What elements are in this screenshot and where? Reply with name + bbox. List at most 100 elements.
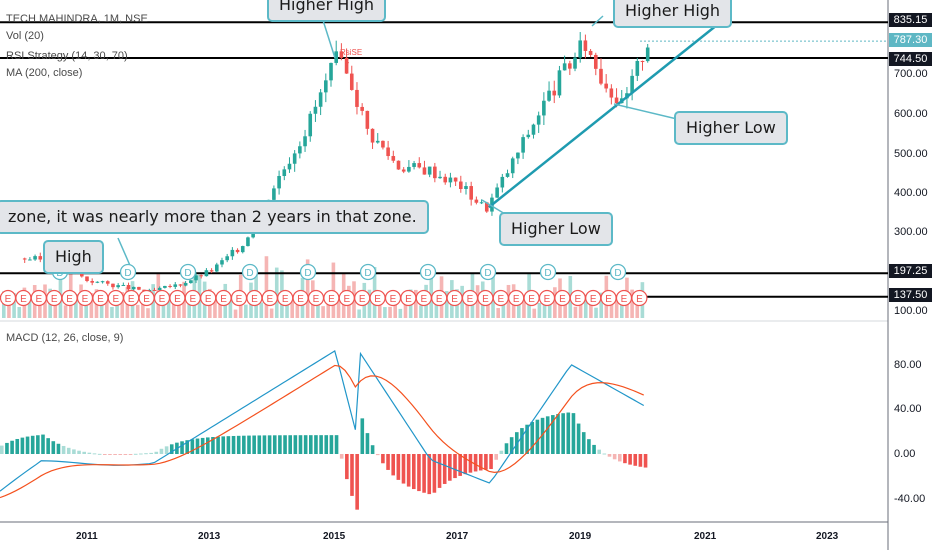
macd-histogram-bar [61,445,66,454]
macd-histogram-bar [247,435,251,454]
volume-bar [274,267,279,318]
macd-histogram-bar [169,444,174,454]
candle-body [235,249,240,253]
candle-body [209,270,214,272]
volume-bar [383,307,387,318]
macd-histogram-bar [432,454,437,493]
price-tag-744: 744.50 [889,52,932,66]
macd-histogram-bar [370,445,375,454]
macd-histogram-bar [195,438,200,454]
macd-histogram-bar [82,451,86,454]
macd-histogram-bar [350,454,354,496]
candle-body [194,275,198,281]
volume-bar [326,296,331,318]
callout-higher-high-right: Higher High [613,0,733,28]
macd-histogram-bar [0,445,4,454]
earnings-marker-label: E [66,294,73,305]
dividend-marker [119,263,137,281]
candle-body [443,176,448,183]
volume-bar [393,302,397,318]
macd-histogram-bar [484,454,488,470]
macd-histogram-bar [597,449,601,454]
macd-histogram-bar [509,437,514,454]
candle-body [168,285,172,287]
earnings-marker-label: E [205,294,212,305]
macd-histogram-bar [504,443,509,454]
macd-histogram-bar [391,454,395,476]
macd-histogram-bar [458,454,462,476]
macd-histogram-bar [5,442,9,454]
macd-histogram-bar [278,435,282,454]
macd-histogram-bar [56,443,61,454]
candle-body [199,275,204,277]
candle-body [225,256,229,261]
candle-body [324,80,328,93]
macd-histogram-bar [489,454,493,470]
volume-bar [522,298,526,318]
volume-bar [630,289,634,318]
candle-body [593,54,598,69]
macd-histogram-bar [252,435,256,454]
price-tag-current: 787.30 [889,33,932,47]
volume-bar [594,307,598,318]
price-axis-label: 600.00 [894,108,928,120]
callout-pointer [481,199,506,215]
candle-body [453,177,458,182]
earnings-marker [631,289,648,307]
candle-body [640,60,645,62]
candle-body [116,285,120,288]
dividend-marker-label: D [246,268,253,279]
volume-bar [537,303,542,318]
price-axis-label: 400.00 [894,187,928,199]
earnings-marker-label: E [282,294,289,305]
macd-histogram-bar [417,454,421,492]
volume-bar [419,305,423,318]
symbol-legend: TECH MAHINDRA, 1M, NSE [6,13,148,25]
candle-body [536,115,541,125]
macd-histogram-bar [211,437,215,454]
volume-bar [321,306,325,318]
volume-bar [146,308,150,318]
candle-body [427,166,432,175]
volume-bar [7,305,11,318]
macd-histogram-bar [30,435,35,454]
macd-histogram-bar [283,435,287,454]
volume-bar [305,259,310,318]
candle-body [313,106,318,114]
candle-body [349,73,354,90]
dividend-marker-label: D [484,268,491,279]
macd-histogram-bar [494,454,498,460]
candle-body [334,51,338,63]
candle-body [163,285,167,288]
candle-body [417,163,422,168]
earnings-marker-label: E [236,294,243,305]
candle-body [272,188,276,200]
volume-bar [635,296,640,318]
volume-bar [563,296,567,318]
candle-body [152,289,157,291]
earnings-marker-label: E [112,294,119,305]
candle-body [370,128,375,143]
price-axis-label: 700.00 [894,68,928,80]
time-axis-label: 2011 [76,531,98,542]
time-axis-label: 2023 [816,531,839,542]
volume-bar [74,294,78,318]
volume-bar [228,299,233,318]
candle-body [95,281,100,283]
time-axis-label: 2021 [694,531,717,542]
candle-body [479,202,484,204]
earnings-marker-label: E [528,294,535,305]
macd-histogram-bar [77,450,81,454]
price-tag-197: 197.25 [889,264,932,278]
callout-higher-low-mid: Higher Low [499,212,613,246]
macd-histogram-bar [15,438,20,454]
candle-body [189,280,193,284]
candle-body [277,176,281,189]
time-axis-label: 2015 [323,531,346,542]
macd-histogram-bar [41,434,45,454]
macd-histogram-bar [87,452,92,454]
macd-histogram-bar [612,454,617,460]
volume-bar [475,285,480,318]
dividend-marker [479,263,497,281]
